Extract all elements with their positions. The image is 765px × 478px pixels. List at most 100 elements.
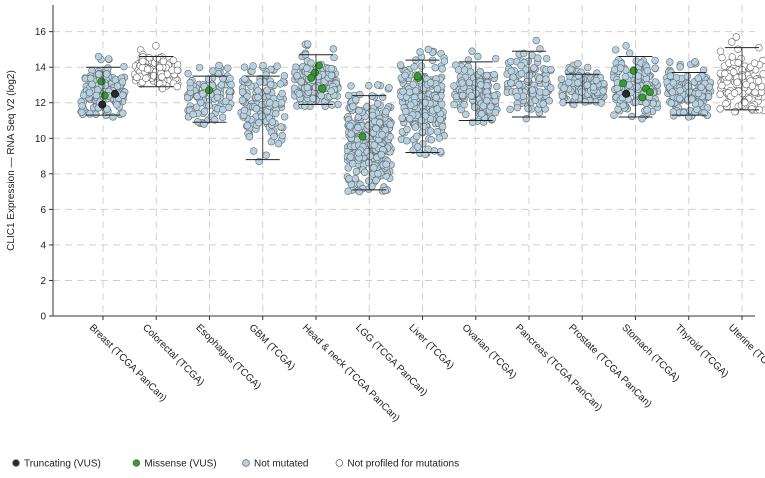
data-point-not-mutated xyxy=(346,122,354,130)
data-point-not-mutated xyxy=(295,90,303,98)
data-point-not-mutated xyxy=(524,104,532,113)
data-point-not-mutated xyxy=(571,93,579,101)
data-point-not-mutated xyxy=(303,83,312,92)
x-tick-label: Pancreas (TCGA PanCan) xyxy=(513,322,604,413)
data-point-not-mutated xyxy=(143,65,152,73)
data-point-missense xyxy=(619,79,628,88)
data-point-not-mutated xyxy=(85,88,94,97)
data-point-not-mutated xyxy=(321,102,329,110)
data-point-not-mutated xyxy=(414,143,422,151)
x-tick-label: Uterine (TCGA) xyxy=(726,322,765,379)
data-point-not-mutated xyxy=(401,71,409,80)
data-point-not-mutated xyxy=(431,64,439,72)
data-point-not-mutated xyxy=(293,71,301,80)
data-point-not-mutated xyxy=(542,54,551,63)
data-point-not-mutated xyxy=(634,72,642,80)
data-point-not-mutated xyxy=(399,87,407,96)
data-point-not-mutated xyxy=(477,81,485,89)
data-point-not-mutated xyxy=(200,120,208,128)
data-point-not-mutated xyxy=(483,71,491,80)
data-point-not-mutated xyxy=(417,62,426,70)
data-point-not-mutated xyxy=(344,91,353,100)
data-point-not-mutated xyxy=(372,176,380,184)
legend-item: Not mutated xyxy=(242,459,308,470)
data-point-not-mutated xyxy=(349,159,357,168)
data-point-not-mutated xyxy=(120,62,128,71)
data-point-not-mutated xyxy=(249,147,258,155)
data-point-not-mutated xyxy=(199,90,207,98)
data-point-not-mutated xyxy=(536,45,544,53)
data-point-not-mutated xyxy=(731,107,739,116)
data-point-not-mutated xyxy=(354,149,363,157)
data-point-not-mutated xyxy=(680,108,688,117)
data-point-not-mutated xyxy=(748,82,756,90)
data-point-not-mutated xyxy=(506,105,514,114)
data-point-not-mutated xyxy=(345,175,353,183)
data-point-not-mutated xyxy=(482,82,491,90)
data-point-not-mutated xyxy=(152,42,160,50)
data-point-not-mutated xyxy=(433,105,441,113)
x-tick-label: Thyroid (TCGA) xyxy=(673,322,731,380)
data-point-not-mutated xyxy=(532,36,540,45)
data-point-not-mutated xyxy=(277,123,285,131)
data-point-not-mutated xyxy=(268,118,277,126)
data-point-not-mutated xyxy=(754,77,763,85)
data-point-not-mutated xyxy=(119,91,127,99)
data-point-missense xyxy=(97,77,106,86)
data-point-not-mutated xyxy=(158,73,166,81)
data-point-not-mutated xyxy=(734,59,742,67)
legend-item: Truncating (VUS) xyxy=(12,459,101,470)
data-point-not-mutated xyxy=(365,159,373,167)
legend-marker xyxy=(242,459,250,467)
data-point-not-mutated xyxy=(570,100,578,109)
data-point-not-mutated xyxy=(433,127,442,136)
data-point-not-mutated xyxy=(589,83,598,91)
data-point-not-mutated xyxy=(255,119,263,127)
data-point-not-mutated xyxy=(668,88,677,96)
data-point-not-mutated xyxy=(459,91,467,100)
data-point-not-mutated xyxy=(352,167,361,176)
data-point-not-mutated xyxy=(374,170,382,178)
data-point-not-mutated xyxy=(78,102,86,110)
data-point-missense xyxy=(638,93,647,102)
grid xyxy=(53,5,755,316)
data-point-not-mutated xyxy=(309,94,317,103)
y-tick-label: 8 xyxy=(40,169,46,180)
data-point-not-mutated xyxy=(403,137,411,145)
data-point-not-mutated xyxy=(218,113,227,122)
data-point-not-mutated xyxy=(490,70,498,79)
data-point-not-mutated xyxy=(402,107,410,116)
data-point-not-mutated xyxy=(354,123,362,132)
data-point-not-mutated xyxy=(622,42,630,50)
data-point-not-mutated xyxy=(676,63,684,71)
data-point-not-mutated xyxy=(347,130,355,138)
data-point-not-mutated xyxy=(638,115,646,123)
data-point-not-mutated xyxy=(530,64,538,72)
data-point-not-mutated xyxy=(426,79,435,87)
data-point-not-mutated xyxy=(327,71,336,80)
data-point-missense xyxy=(311,68,319,77)
data-point-not-mutated xyxy=(748,105,756,113)
data-point-not-mutated xyxy=(102,70,111,78)
data-point-not-mutated xyxy=(421,150,430,158)
data-point-not-mutated xyxy=(254,86,262,95)
data-point-not-mutated xyxy=(262,151,270,159)
data-point-not-mutated xyxy=(409,80,417,89)
data-point-not-mutated xyxy=(438,122,447,131)
data-point-not-mutated xyxy=(424,45,433,54)
data-point-not-mutated xyxy=(86,110,94,118)
data-point-not-mutated xyxy=(666,58,674,66)
data-point-not-mutated xyxy=(262,71,270,79)
data-point-not-mutated xyxy=(200,107,209,116)
legend-marker xyxy=(335,459,344,467)
data-point-not-mutated xyxy=(716,47,725,55)
legend-marker xyxy=(12,459,20,467)
data-point-not-mutated xyxy=(599,87,607,95)
data-point-not-mutated xyxy=(669,108,678,116)
data-point-not-mutated xyxy=(616,64,625,72)
data-point-not-mutated xyxy=(435,134,443,142)
data-point-not-mutated xyxy=(240,106,249,114)
y-tick-label: 16 xyxy=(35,27,47,38)
data-point-not-mutated xyxy=(378,93,387,101)
data-point-not-mutated xyxy=(535,74,544,82)
